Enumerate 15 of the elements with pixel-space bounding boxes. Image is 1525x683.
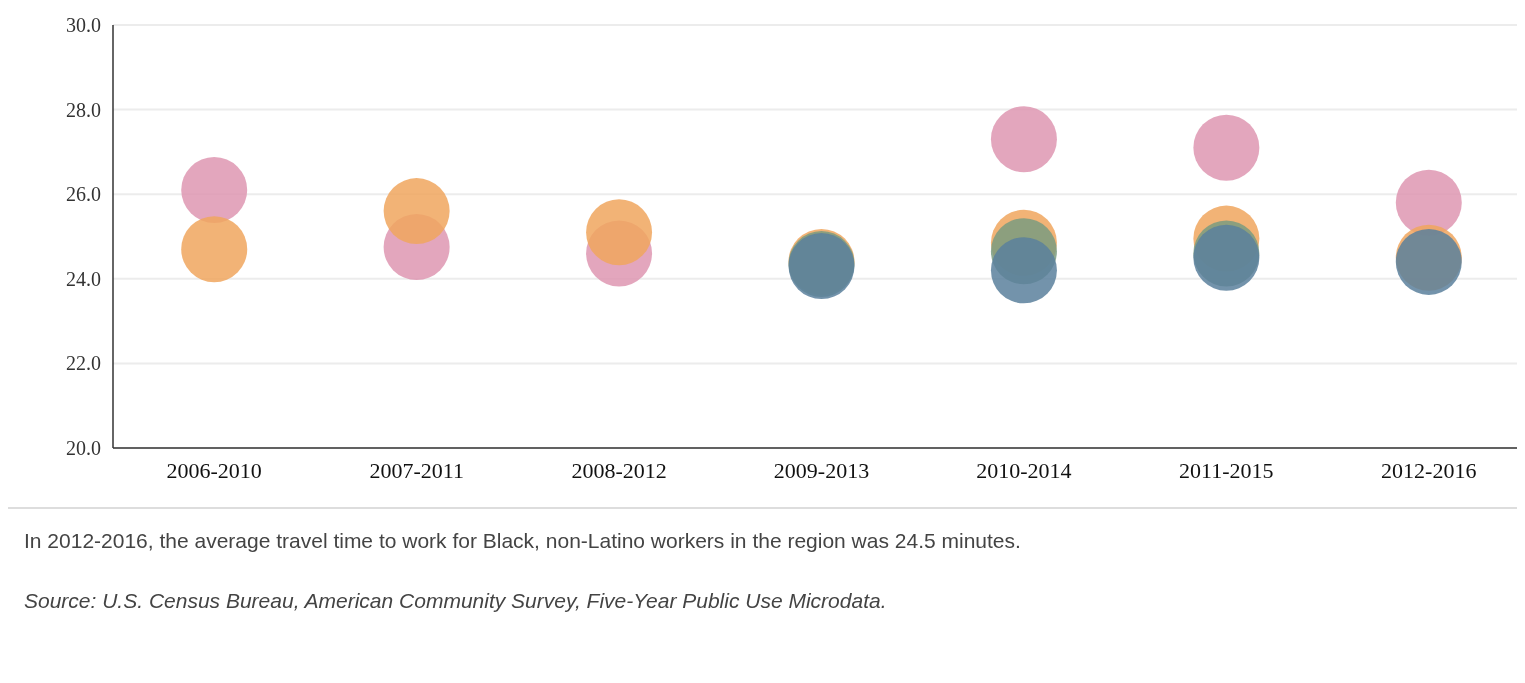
y-tick-label: 22.0: [66, 352, 101, 375]
x-tick-label: 2008-2012: [571, 458, 667, 483]
y-tick-label: 24.0: [66, 267, 101, 290]
source-note: Source: U.S. Census Bureau, American Community Survey, Five-Year Public Use Microdata.: [24, 589, 887, 612]
x-tick-label: 2012-2016: [1381, 458, 1477, 483]
y-tick-label: 26.0: [66, 183, 101, 206]
x-tick-label: 2011-2015: [1179, 458, 1274, 483]
x-tick-label: 2006-2010: [166, 458, 262, 483]
x-tick-label: 2007-2011: [369, 458, 464, 483]
y-tick-label: 28.0: [66, 98, 101, 121]
x-tick-label: 2010-2014: [976, 458, 1072, 483]
y-tick-label: 20.0: [66, 437, 101, 459]
x-tick-label: 2009-2013: [773, 458, 870, 483]
y-tick-label: 30.0: [66, 14, 101, 36]
text: In 2012-2016, the average travel time to work for Black, non-Latino workers in the region was 24.5 minutes.: [24, 529, 1021, 552]
